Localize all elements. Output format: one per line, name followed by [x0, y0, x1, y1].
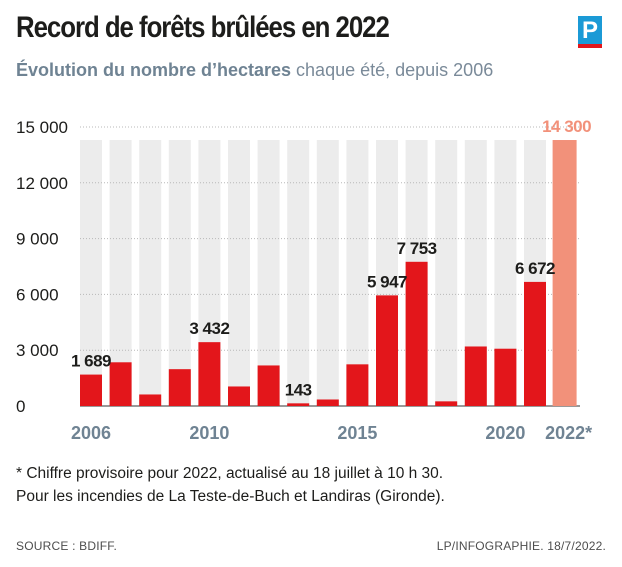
x-tick-label: 2022* — [545, 423, 592, 443]
bar-chart: 0 3 000 6 000 9 000 12 000 15 000 1 689 3 432 14… — [16, 117, 592, 443]
data-label: 1 689 — [71, 352, 111, 371]
subtitle-rest: chaque été, depuis 2006 — [291, 60, 494, 80]
data-label: 14 300 — [542, 117, 591, 136]
column-background — [346, 140, 369, 406]
column-background — [228, 140, 250, 406]
x-tick-label: 2006 — [71, 423, 111, 443]
bar — [494, 348, 517, 406]
bar — [139, 394, 162, 406]
column-background — [257, 140, 280, 406]
source-text: SOURCE : BDIFF. — [16, 539, 118, 553]
bar — [464, 346, 487, 406]
footnote-line-2: Pour les incendies de La Teste-de-Buch e… — [16, 488, 445, 505]
bar — [435, 401, 458, 406]
y-tick-label: 12 000 — [16, 174, 68, 193]
bar — [198, 342, 221, 406]
bar — [80, 374, 102, 406]
chart-subtitle: Évolution du nombre d’hectares chaque ét… — [16, 60, 493, 81]
credit-text: LP/INFOGRAPHIE. 18/7/2022. — [436, 539, 606, 553]
y-tick-label: 3 000 — [16, 341, 59, 360]
data-label: 6 672 — [515, 259, 555, 278]
column-background — [316, 140, 339, 406]
column-background — [139, 140, 162, 406]
y-tick-label: 15 000 — [16, 118, 68, 137]
y-tick-label: 0 — [16, 397, 25, 416]
le-parisien-logo: P — [578, 16, 602, 48]
bar — [346, 364, 369, 406]
column-background — [109, 140, 132, 406]
column-background — [168, 140, 191, 406]
chart-title: Record de forêts brûlées en 2022 — [16, 11, 390, 44]
x-tick-label: 2020 — [485, 423, 525, 443]
footnote-line-1: * Chiffre provisoire pour 2022, actualis… — [16, 465, 444, 482]
bar — [257, 365, 280, 406]
logo-letter: P — [582, 17, 599, 44]
x-tick-label: 2010 — [189, 423, 229, 443]
bar — [228, 386, 250, 406]
logo-red-bar — [578, 44, 602, 48]
bar — [109, 362, 132, 406]
bar — [524, 281, 546, 406]
column-background — [198, 140, 221, 406]
bar — [552, 140, 577, 406]
column-background — [80, 140, 102, 406]
bar — [376, 295, 398, 406]
bar — [405, 261, 428, 406]
subtitle-bold: Évolution du nombre d’hectares — [16, 60, 292, 80]
data-label: 143 — [285, 380, 312, 399]
data-label: 3 432 — [189, 319, 229, 338]
column-background — [494, 140, 517, 406]
data-label: 7 753 — [397, 239, 437, 258]
bar — [316, 399, 339, 406]
bar — [287, 403, 310, 406]
bar — [168, 369, 191, 406]
y-tick-label: 6 000 — [16, 285, 59, 304]
data-label: 5 947 — [367, 272, 407, 291]
y-tick-label: 9 000 — [16, 230, 59, 249]
footnote: * Chiffre provisoire pour 2022, actualis… — [16, 462, 445, 508]
x-tick-label: 2015 — [337, 423, 377, 443]
column-background — [435, 140, 458, 406]
column-background — [287, 140, 310, 406]
column-background — [464, 140, 487, 406]
